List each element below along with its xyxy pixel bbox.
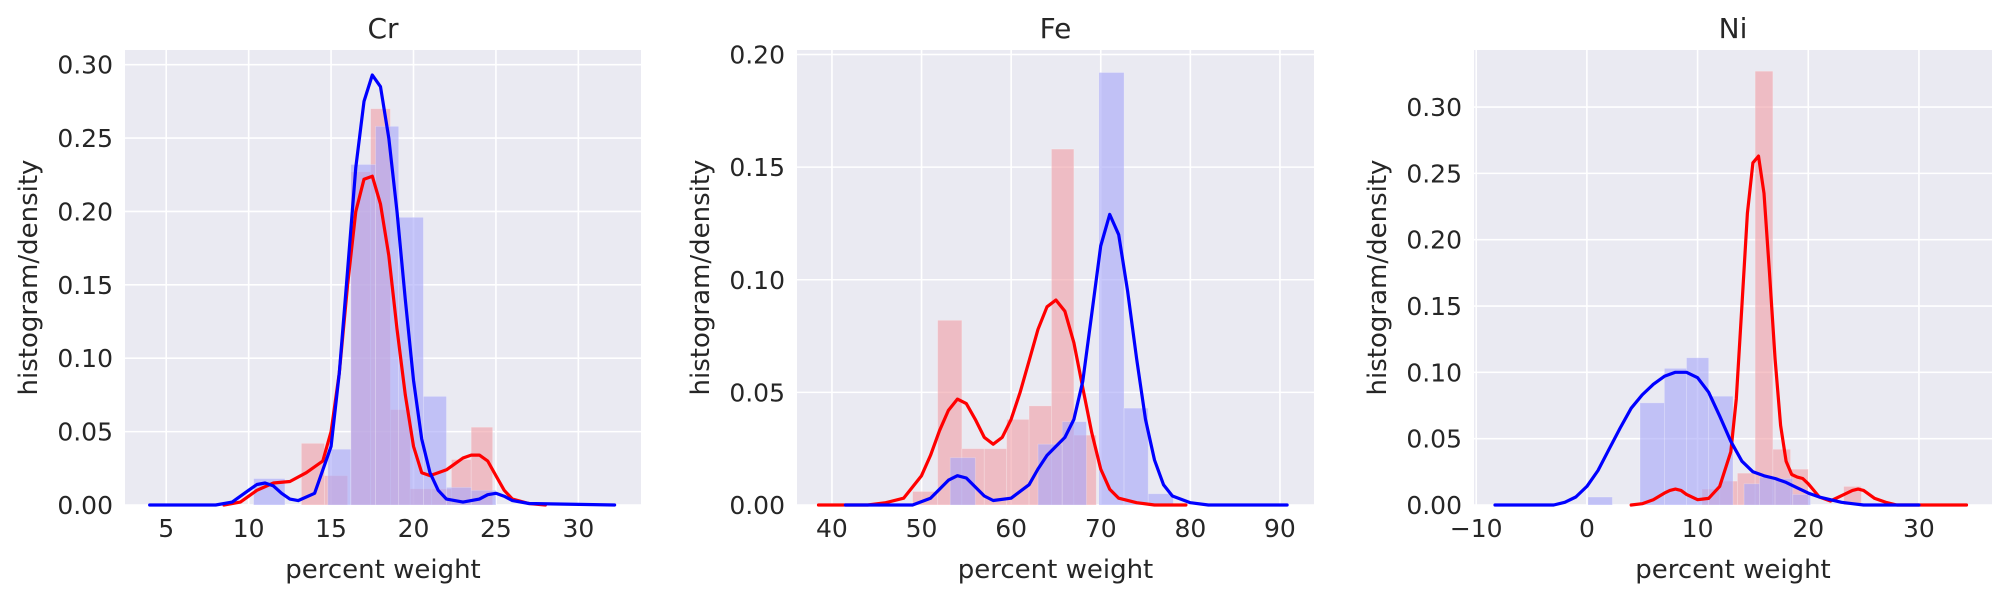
chart-title: Cr [367, 12, 399, 45]
y-tick-label: 0.00 [57, 491, 113, 520]
blue-density-curve [843, 212, 1289, 507]
y-tick-label: 0.20 [729, 41, 785, 70]
y-tick-label: 0.15 [729, 153, 785, 182]
x-tick-label: 10 [1682, 514, 1714, 543]
x-tick-label: 50 [906, 514, 938, 543]
y-tick-label: 0.05 [57, 418, 113, 447]
y-tick-label: 0.20 [1406, 226, 1462, 255]
blue-histogram-bar [1037, 443, 1063, 506]
y-tick-label: 0.30 [57, 51, 113, 80]
x-tick-label: −10 [1450, 514, 1503, 543]
blue-histogram-bar [1639, 402, 1665, 506]
blue-density-curve [1493, 370, 1921, 507]
blue-histogram-bar [1759, 476, 1776, 506]
y-tick-label: 0.30 [1406, 93, 1462, 122]
y-tick-label: 0.00 [729, 491, 785, 520]
y-tick-label: 0.15 [57, 271, 113, 300]
y-tick-label: 0.05 [729, 378, 785, 407]
x-axis-label: percent weight [1635, 555, 1831, 585]
chart-title: Ni [1719, 12, 1748, 45]
x-tick-label: 30 [1903, 514, 1935, 543]
x-tick-label: 60 [995, 514, 1027, 543]
chart-panel-cr: 5 10 15 20 25 300.000.050.100.150.200.250.30 … [14, 12, 641, 585]
blue-histogram-bar [1792, 493, 1811, 506]
tick-labels: 40 50 60 70 80 90 0.00 0.05 0.10 0.15 0.20 [729, 41, 1296, 543]
y-tick-label: 0.20 [57, 197, 113, 226]
y-tick-label: 0.00 [1406, 491, 1462, 520]
x-axis-label: percent weight [285, 555, 481, 585]
blue-histogram-bar [1123, 407, 1149, 506]
y-tick-label: 0.10 [729, 266, 785, 295]
density-curves [148, 73, 617, 507]
blue-histogram-bar [1098, 72, 1125, 506]
y-tick-label: 0.15 [1406, 292, 1462, 321]
blue-histogram-bar [327, 448, 352, 506]
red-density-curve [816, 298, 1188, 507]
red-density-curve [1629, 154, 1969, 507]
histogram-bars [1587, 70, 1862, 506]
x-tick-label: 25 [480, 514, 512, 543]
y-tick-label: 0.10 [57, 344, 113, 373]
x-tick-label: 40 [816, 514, 848, 543]
y-tick-label: 0.25 [1406, 159, 1462, 188]
x-tick-label: 0 [1579, 514, 1595, 543]
x-tick-label: 70 [1085, 514, 1117, 543]
blue-histogram-bar [1663, 367, 1687, 506]
x-tick-label: 80 [1174, 514, 1206, 543]
y-axis-label: histogram/density [1363, 160, 1393, 396]
density-curves [816, 212, 1289, 507]
blue-histogram-bar [1743, 483, 1760, 506]
y-tick-label: 0.25 [57, 124, 113, 153]
x-tick-label: 10 [233, 514, 265, 543]
chart-panel-ni: −10 0 10 20 30 0.00 0.05 0.10 0.15 0.20 0.25 0.30 N… [1363, 12, 1992, 585]
tick-labels: −10 0 10 20 30 0.00 0.05 0.10 0.15 0.20 0.25 0.30 [1406, 93, 1935, 543]
y-axis-label: histogram/density [686, 160, 716, 396]
tick-labels: 5 10 15 20 25 30 0.00 0.05 0.10 0.15 0.20 0.25 0.30 [57, 51, 594, 543]
histogram-bars [912, 72, 1174, 506]
y-axis-label: histogram/density [14, 160, 44, 396]
x-tick-label: 15 [315, 514, 347, 543]
y-tick-label: 0.05 [1406, 425, 1462, 454]
x-tick-label: 5 [158, 514, 174, 543]
y-tick-label: 0.10 [1406, 358, 1462, 387]
x-tick-label: 20 [1792, 514, 1824, 543]
x-tick-label: 20 [398, 514, 430, 543]
x-axis-label: percent weight [958, 555, 1154, 585]
x-tick-label: 90 [1264, 514, 1296, 543]
chart-panel-fe: 40 50 60 70 80 90 0.00 0.05 0.10 0.15 0.20 Fe perc… [686, 12, 1314, 585]
chart-title: Fe [1040, 12, 1072, 45]
x-tick-label: 30 [562, 514, 594, 543]
density-curves [1493, 154, 1969, 507]
blue-histogram-bar [1587, 496, 1613, 506]
red-density-curve [222, 174, 548, 507]
blue-histogram-bar [422, 395, 447, 506]
blue-density-curve [148, 73, 617, 507]
